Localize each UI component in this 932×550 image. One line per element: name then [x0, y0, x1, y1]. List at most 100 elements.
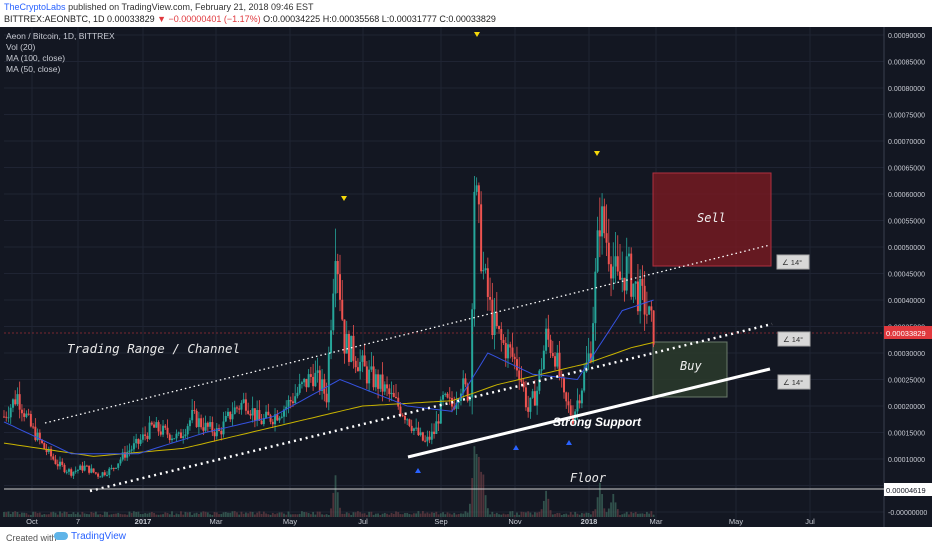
candle-body	[54, 459, 57, 465]
volume-bar	[368, 511, 371, 517]
candle-body	[215, 428, 218, 437]
volume-bar	[596, 497, 599, 517]
candle-body	[408, 419, 411, 426]
candle-body	[444, 393, 447, 395]
candle-body	[135, 438, 138, 444]
floor-price-tag	[884, 483, 932, 496]
candle-body	[106, 474, 109, 476]
candle-body	[61, 461, 64, 465]
candle-body	[70, 469, 73, 476]
created-with-text: Created with	[6, 533, 57, 543]
candle-body	[14, 399, 17, 405]
candle-body	[162, 425, 165, 435]
candle-body	[421, 432, 424, 441]
candle-body	[184, 434, 187, 437]
candle-body	[361, 355, 364, 362]
candle-body	[650, 306, 653, 311]
candle-body	[524, 387, 527, 408]
candle-body	[119, 459, 122, 464]
candle-body	[426, 436, 429, 442]
y-tick-label: 0.00080000	[888, 86, 925, 93]
candle-body	[38, 432, 41, 441]
candle-body	[403, 415, 406, 420]
volume-bar	[256, 512, 259, 517]
candle-body	[551, 353, 554, 357]
volume-bar	[650, 511, 653, 517]
candle-body	[457, 401, 460, 404]
volume-bar	[168, 514, 171, 517]
candle-body	[155, 422, 158, 428]
candle-body	[576, 400, 579, 412]
volume-bar	[491, 511, 494, 517]
volume-bar	[133, 511, 135, 517]
volume-bar	[211, 514, 214, 517]
volume-bar	[538, 511, 541, 517]
volume-bar	[410, 514, 413, 517]
candle-body	[580, 390, 583, 404]
price-chart[interactable]: 0.00090000 0.00085000 0.00080000 0.00075000…	[0, 27, 932, 527]
volume-bar	[558, 513, 561, 517]
tradingview-brand[interactable]: TradingView	[54, 531, 126, 542]
volume-bar	[522, 512, 525, 517]
candle-body	[110, 467, 113, 469]
low-text: L:0.00031777	[381, 14, 437, 24]
candle-body	[473, 191, 476, 310]
volume-bar	[88, 514, 91, 517]
chart-panel[interactable]: 0.00090000 0.00085000 0.00080000 0.00075000…	[0, 27, 932, 527]
volume-bar	[569, 512, 572, 517]
volume-bar	[94, 511, 97, 517]
volume-bar	[419, 513, 422, 517]
candle-body	[90, 468, 93, 473]
floor-price-tag-text: 0.00004619	[886, 486, 926, 495]
volume-bar	[276, 513, 279, 517]
candle-body	[211, 422, 214, 433]
candle-body	[388, 388, 391, 395]
candle-body	[126, 451, 129, 458]
volume-bar	[38, 512, 41, 517]
candle-body	[412, 428, 415, 431]
volume-bar	[323, 514, 326, 517]
candle-body	[157, 422, 160, 432]
volume-bar	[417, 511, 420, 517]
volume-bar	[54, 512, 57, 517]
candle-body	[121, 452, 124, 460]
volume-bar	[148, 512, 151, 517]
candle-body	[195, 410, 198, 427]
candle-body	[621, 277, 624, 280]
y-tick-label: 0.00070000	[888, 139, 925, 146]
candle-body	[558, 352, 561, 378]
volume-bar	[639, 513, 642, 517]
volume-bar	[240, 511, 243, 517]
volume-bar	[372, 514, 375, 517]
volume-bar	[251, 511, 254, 517]
ohlc-line: BITTREX:AEONBTC, 1D 0.00033829 ▼ −0.0000…	[4, 14, 496, 24]
candle-body	[278, 417, 281, 421]
volume-bar	[325, 514, 328, 517]
volume-bar	[484, 495, 487, 517]
volume-bar	[392, 513, 395, 517]
candle-body	[213, 432, 216, 437]
volume-bar	[637, 513, 639, 517]
volume-bar	[511, 511, 514, 517]
author-link[interactable]: TheCryptoLabs	[4, 2, 66, 12]
volume-bar	[350, 514, 353, 517]
volume-bar	[312, 511, 315, 517]
volume-bar	[202, 511, 205, 517]
candle-body	[585, 362, 588, 372]
candle-body	[193, 409, 196, 411]
volume-bar	[533, 512, 536, 517]
y-tick-label: 0.00055000	[888, 219, 925, 226]
candle-body	[636, 281, 639, 312]
candle-body	[428, 436, 431, 440]
candle-body	[435, 421, 438, 434]
volume-bar	[473, 446, 476, 517]
candle-body	[7, 417, 10, 419]
candle-body	[634, 281, 637, 284]
volume-bar	[630, 511, 633, 517]
volume-bar	[14, 511, 17, 517]
candle-body	[146, 435, 149, 439]
candle-body	[372, 366, 375, 388]
volume-bar	[406, 512, 409, 517]
candle-body	[206, 422, 209, 427]
candle-body	[11, 399, 14, 408]
